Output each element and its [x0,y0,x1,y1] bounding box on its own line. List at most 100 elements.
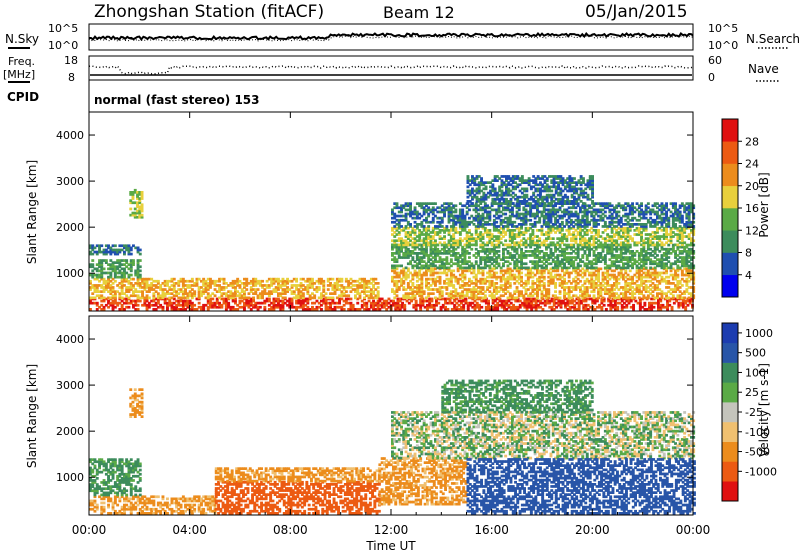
data-cell [288,299,292,303]
data-cell [431,262,435,266]
data-cell [129,193,133,196]
data-cell [401,305,404,309]
data-cell [218,277,221,281]
data-cell [554,275,557,279]
data-cell [367,290,371,293]
data-cell [369,277,373,281]
data-cell [460,299,463,303]
data-cell [372,279,375,283]
data-cell [570,301,574,305]
data-cell [344,277,348,281]
data-cell [531,250,535,253]
data-cell [502,288,505,291]
data-cell [588,260,591,263]
data-cell [378,308,382,311]
data-cell [140,195,144,198]
data-cell [581,254,585,257]
data-cell [540,266,544,270]
data-cell [136,205,139,209]
data-cell [202,288,206,291]
data-cell [454,288,458,291]
data-cell [449,243,453,247]
data-cell [613,277,616,281]
data-cell [123,297,126,301]
data-cell [660,275,664,279]
data-cell [649,284,653,287]
data-cell [340,294,344,298]
data-cell [522,296,526,300]
data-cell [290,292,294,295]
data-cell [440,264,444,268]
data-cell [252,277,255,281]
data-cell [156,294,160,298]
data-cell [420,247,424,251]
data-cell [452,273,456,277]
data-cell [102,296,106,300]
data-cell [502,247,505,251]
data-cell [402,288,406,291]
data-cell [599,260,603,263]
data-cell [147,290,151,293]
data-cell [461,208,465,212]
data-cell [127,263,131,266]
data-cell [497,250,501,253]
data-cell [236,303,240,307]
data-cell [583,271,587,275]
data-cell [463,284,467,287]
data-cell [631,266,634,270]
data-cell [317,286,321,289]
data-cell [138,286,142,289]
data-cell [172,294,176,298]
data-cell [190,277,194,281]
data-cell [209,279,212,283]
data-cell [376,301,380,305]
data-cell [445,266,449,270]
data-cell [213,294,217,298]
data-cell [563,294,566,298]
data-cell [520,277,523,281]
data-cell [547,290,551,293]
data-cell [650,308,654,311]
data-cell [609,299,613,303]
data-cell [513,273,517,277]
data-cell [422,260,426,263]
data-cell [397,254,401,257]
data-cell [206,286,210,289]
data-cell [556,269,560,273]
data-cell [270,308,274,311]
data-cell [286,303,289,307]
data-cell [91,252,95,256]
data-cell [138,275,142,279]
data-cell [295,301,298,305]
data-cell [224,294,228,298]
data-cell [123,269,126,273]
data-cell [452,252,456,255]
data-cell [440,252,444,255]
data-cell [299,301,303,305]
data-cell [256,296,260,300]
data-cell [524,290,528,293]
data-cell [527,299,531,303]
data-cell [617,277,621,281]
data-cell [583,294,587,298]
data-cell [342,308,346,311]
data-cell [581,271,585,275]
data-cell [111,277,115,281]
data-cell [186,292,190,295]
data-cell [495,258,499,261]
data-cell [406,296,410,300]
data-cell [166,284,169,287]
data-cell [123,308,126,311]
data-cell [111,301,115,305]
data-cell [461,266,465,270]
data-cell [637,266,641,270]
data-cell [576,252,580,255]
data-cell [513,245,517,249]
data-cell [449,264,453,268]
data-cell [474,233,478,236]
data-cell [395,275,399,279]
data-cell [127,244,131,248]
data-cell [234,294,237,298]
data-cell [426,299,429,303]
data-cell [581,260,585,263]
